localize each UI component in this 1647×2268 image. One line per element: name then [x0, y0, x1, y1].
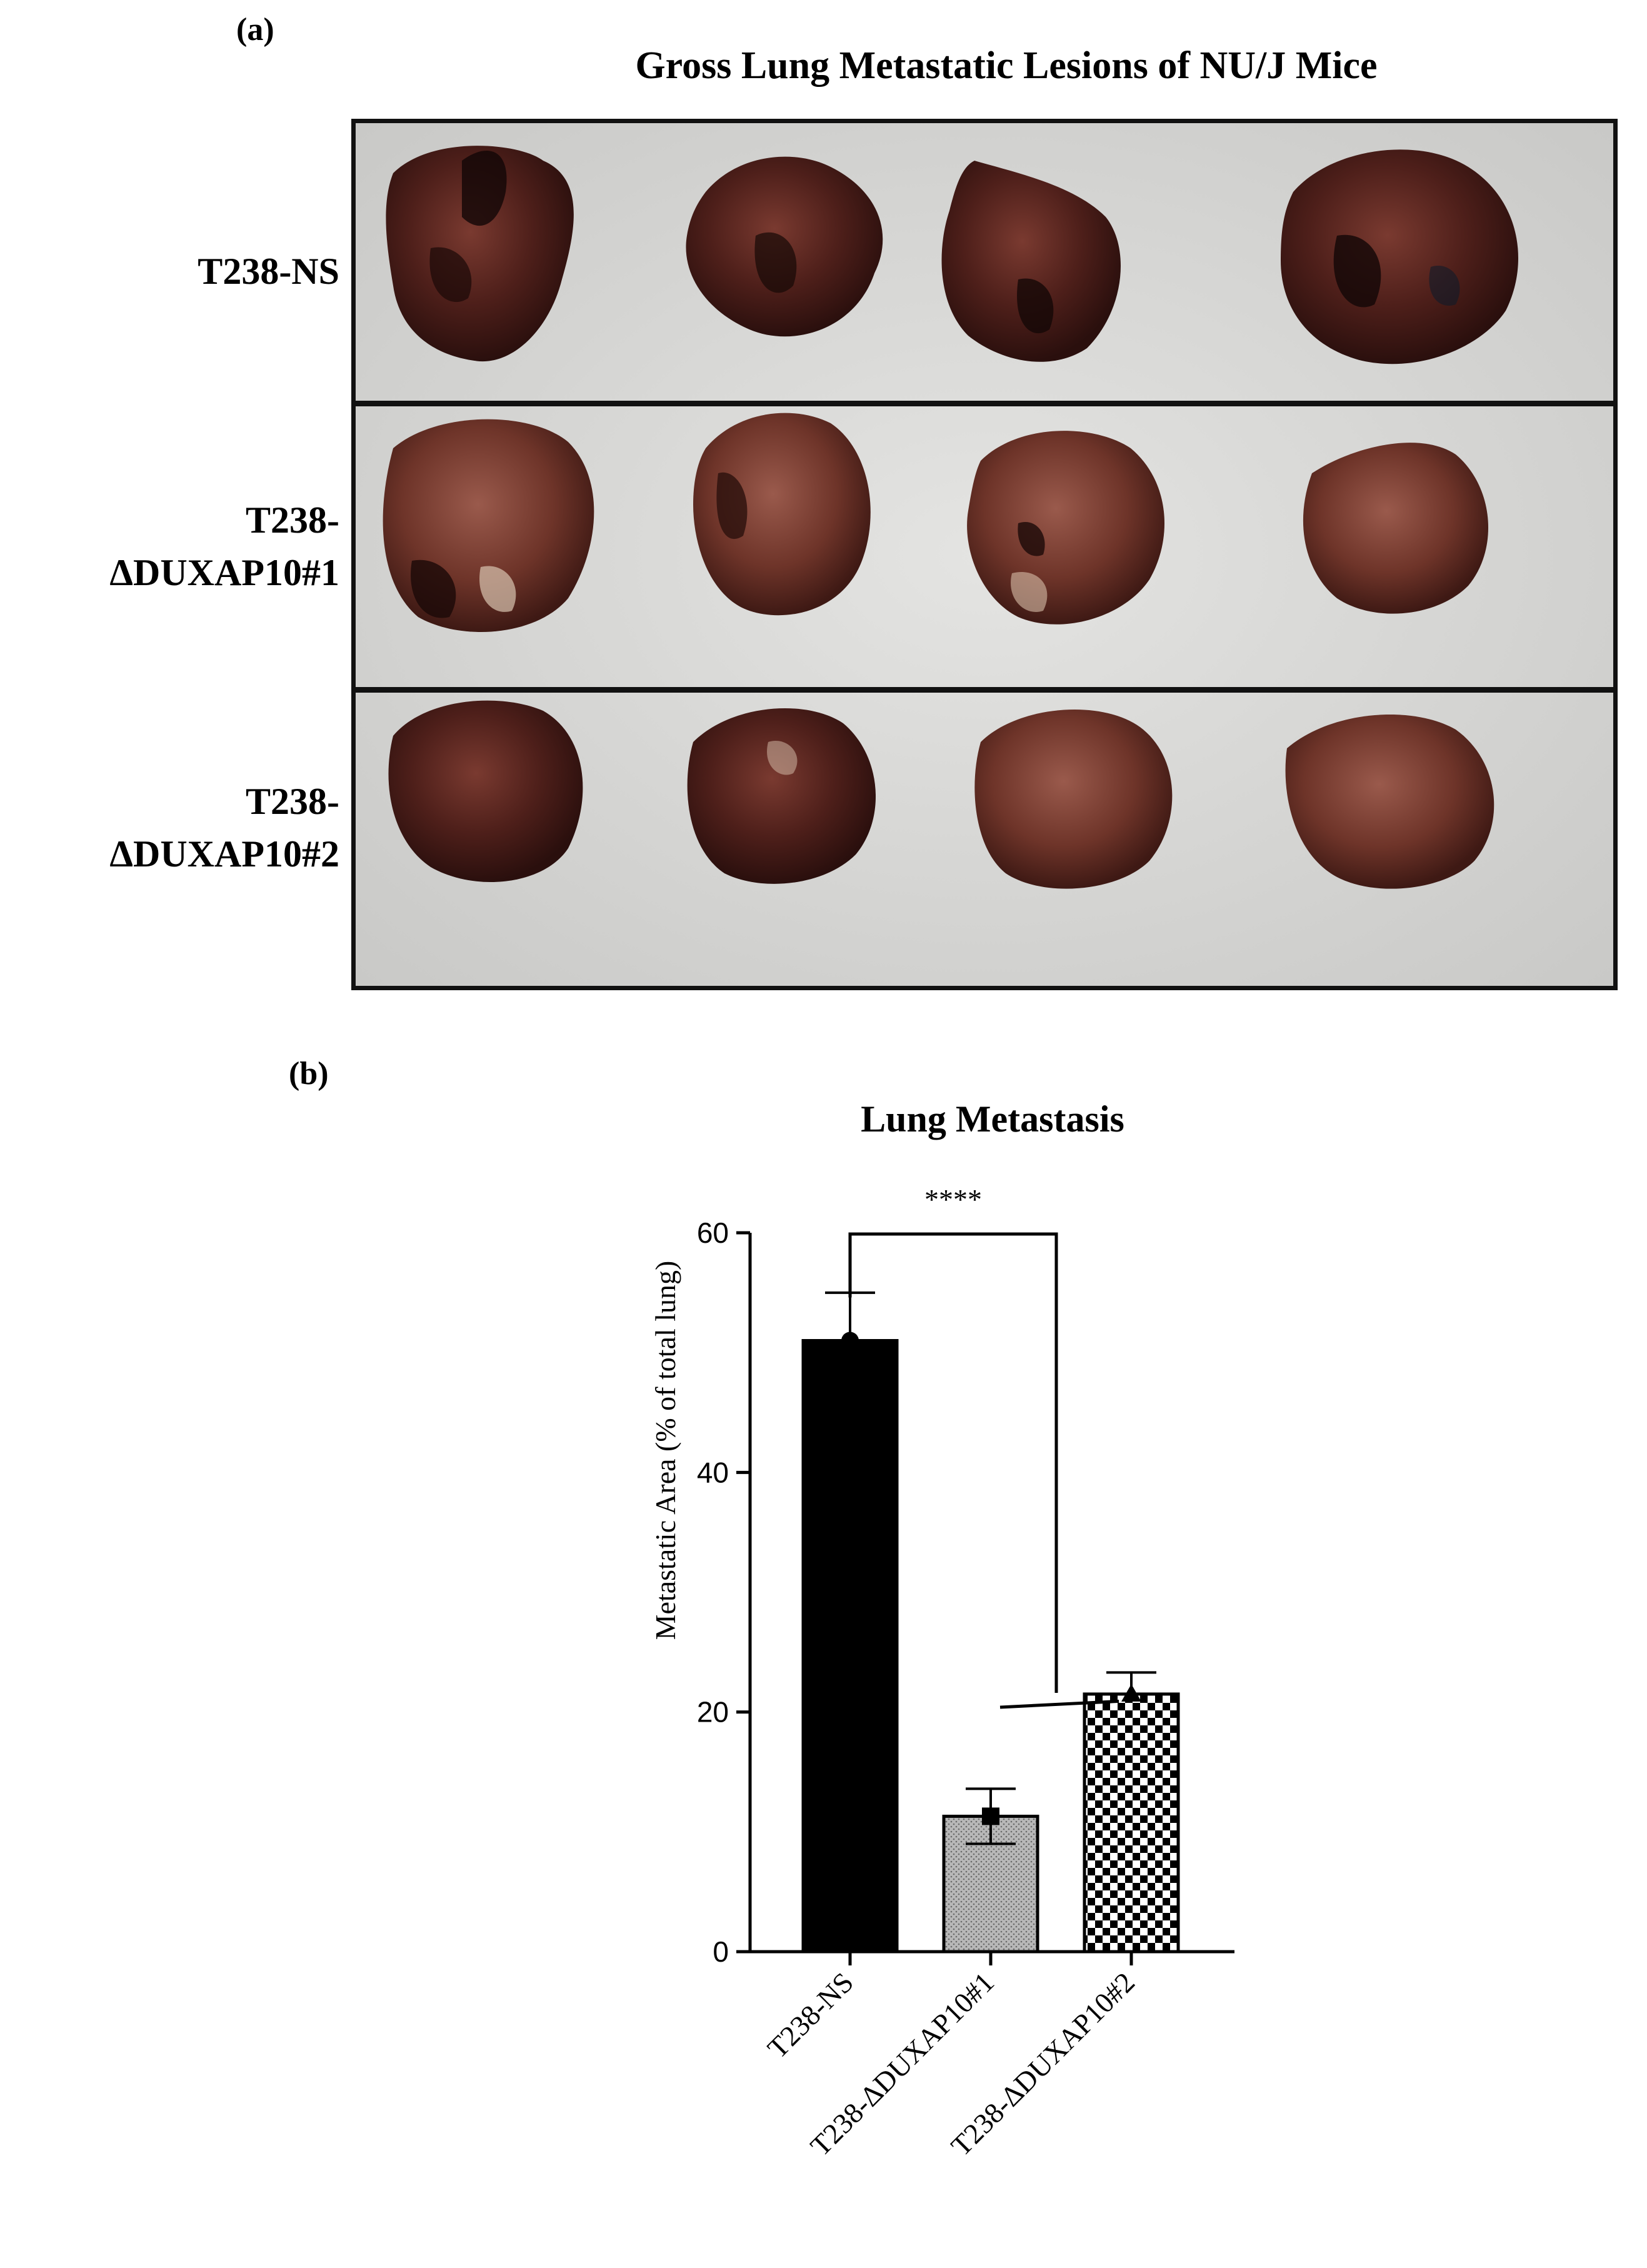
row-label-duxap10-2: T238- ΔDUXAP10#2 — [109, 775, 339, 880]
row-divider — [356, 687, 1613, 693]
lung-photos-image — [356, 123, 1613, 986]
lung-specimen — [1303, 443, 1489, 614]
data-point — [1121, 1683, 1141, 1702]
bar-1 — [801, 1339, 899, 1954]
bar-3 — [1083, 1692, 1180, 1954]
lung-specimen — [1285, 715, 1494, 889]
lung-specimen — [974, 709, 1173, 889]
lung-specimen — [386, 146, 574, 362]
lung-photo-grid — [351, 119, 1618, 990]
y-tick-label: 60 — [697, 1217, 729, 1249]
row-label-t238-ns: T238-NS — [198, 245, 339, 298]
photo-panel-title: Gross Lung Metastatic Lesions of NU/J Mi… — [635, 44, 1378, 87]
chart-title: Lung Metastasis — [861, 1098, 1124, 1140]
row-label-line2: ΔDUXAP10#1 — [109, 552, 339, 593]
row-label-line1: T238- — [246, 781, 339, 822]
lung-specimen — [388, 700, 583, 882]
row-label-text: T238-NS — [198, 251, 339, 292]
lung-specimen — [967, 431, 1164, 625]
panel-b-label: (b) — [289, 1056, 329, 1091]
significance-bracket — [848, 1232, 1058, 1693]
lung-specimen — [1281, 149, 1518, 364]
significance-bracket-foot — [999, 1699, 1119, 1709]
lung-specimen — [693, 413, 871, 616]
lung-specimen — [686, 156, 883, 337]
lung-specimen — [941, 161, 1121, 362]
row-label-line2: ΔDUXAP10#2 — [109, 833, 339, 875]
panel-a-label: (a) — [236, 12, 274, 48]
data-point — [841, 1332, 859, 1350]
data-point — [982, 1807, 999, 1825]
row-label-line1: T238- — [246, 499, 339, 541]
y-tick-label: 0 — [713, 1935, 729, 1968]
y-tick-label: 40 — [697, 1456, 729, 1488]
lung-specimen — [687, 708, 876, 884]
lung-specimen — [383, 419, 594, 632]
y-tick-label: 20 — [697, 1696, 729, 1729]
row-divider — [356, 401, 1613, 406]
row-label-duxap10-1: T238- ΔDUXAP10#1 — [109, 494, 339, 599]
significance-label: **** — [924, 1183, 982, 1215]
y-axis-title: Metastatic Area (% of total lung) — [649, 1261, 681, 1640]
x-category-label: T238-NS — [761, 1966, 859, 2064]
